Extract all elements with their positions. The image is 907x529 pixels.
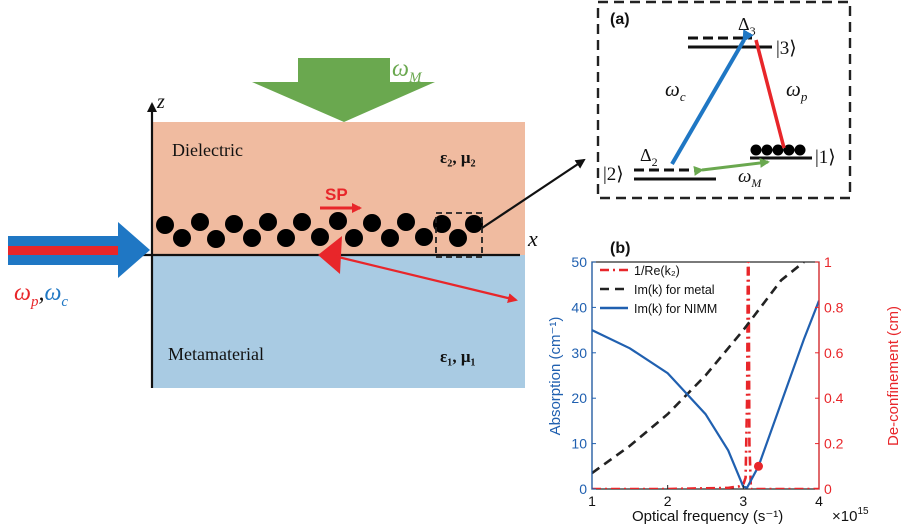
y-right-tick-label: 0.4 [824, 390, 844, 406]
atom [311, 228, 329, 246]
atom [173, 229, 191, 247]
y-left-tick-label: 50 [571, 254, 587, 270]
atom [243, 229, 261, 247]
microwave-transition-arrow [693, 157, 770, 176]
atom [381, 229, 399, 247]
x-tick-label: 2 [664, 493, 672, 509]
legend-label: Im(k) for metal [634, 283, 715, 297]
x-tick-label: 4 [815, 493, 823, 509]
upper-medium-label: Dielectric [172, 140, 243, 160]
coupling-transition-arrow [670, 29, 754, 166]
ket3-label: |3⟩ [776, 38, 797, 59]
y-left-tick-label: 0 [579, 481, 587, 497]
lower-params: ε₁, μ₁ [440, 347, 476, 366]
zoom-box [435, 212, 483, 258]
y-left-tick-label: 20 [571, 390, 587, 406]
y-left-tick-label: 10 [571, 436, 587, 452]
atom-chain [156, 212, 483, 248]
level-diagram: (a) Δ3 |3⟩ Δ2 |2⟩ |1⟩ ωc ωp ωM [596, 0, 852, 200]
schematic: ωM z x Dielectric ε₂, μ₂ Metamaterial ε₁… [8, 56, 586, 388]
atom [397, 213, 415, 231]
x-tick-label: 3 [739, 493, 747, 509]
ket1-label: |1⟩ [815, 147, 836, 168]
probe-label: ωp,ωc [14, 280, 68, 310]
atom [277, 229, 295, 247]
zoom-arrow [481, 158, 586, 229]
x-multiplier: ×1015 [832, 506, 869, 525]
series-line-2 [592, 262, 805, 475]
upper-params: ε₂, μ₂ [440, 148, 476, 167]
y-left-tick-label: 40 [571, 299, 587, 315]
atom [345, 229, 363, 247]
y-left-tick-label: 30 [571, 345, 587, 361]
atom [293, 213, 311, 231]
atom [191, 213, 209, 231]
y-right-tick-label: 0 [824, 481, 832, 497]
pump-label: ωM [392, 56, 423, 86]
metamaterial-region [152, 255, 525, 388]
y-right-title: De-confinement (cm) [885, 306, 902, 446]
pump-arrow [252, 58, 435, 122]
x-tick-label: 1 [588, 493, 596, 509]
atom [415, 228, 433, 246]
atom [329, 212, 347, 230]
highlight-point [753, 461, 763, 471]
atom [259, 213, 277, 231]
delta2-label: Δ2 [640, 145, 658, 169]
legend-label: 1/Re(k₂) [634, 264, 680, 278]
y-right-tick-label: 0.6 [824, 345, 844, 361]
probe-level-label: ωp [786, 77, 808, 104]
microwave-label: ωM [738, 166, 762, 190]
panel-a-label: (a) [610, 11, 630, 28]
x-axis-title: Optical frequency (s⁻¹) [632, 508, 783, 525]
y-left-title: Absorption (cm⁻¹) [547, 317, 564, 436]
atom [433, 215, 451, 233]
atom [449, 229, 467, 247]
y-right-tick-label: 1 [824, 254, 832, 270]
y-right-tick-label: 0.2 [824, 436, 844, 452]
series-line-1 [592, 262, 819, 489]
atom [156, 216, 174, 234]
atom [363, 214, 381, 232]
x-axis-label: x [527, 226, 538, 251]
atom [207, 230, 225, 248]
probe-transition-arrow [754, 39, 786, 149]
sp-label: SP [325, 185, 348, 204]
field-pointer [333, 254, 518, 303]
atom [225, 215, 243, 233]
lower-medium-label: Metamaterial [168, 344, 264, 364]
z-axis-label: z [156, 91, 165, 113]
probe-beam-arrow [8, 222, 150, 278]
coupling-label: ωc [665, 77, 686, 104]
atom [465, 215, 483, 233]
ground-population [750, 144, 806, 156]
panel-b-label: (b) [610, 240, 630, 257]
legend-label: Im(k) for NIMM [634, 302, 717, 316]
y-right-tick-label: 0.8 [824, 299, 844, 315]
ket2-label: |2⟩ [603, 164, 624, 185]
field-cone [318, 236, 342, 274]
